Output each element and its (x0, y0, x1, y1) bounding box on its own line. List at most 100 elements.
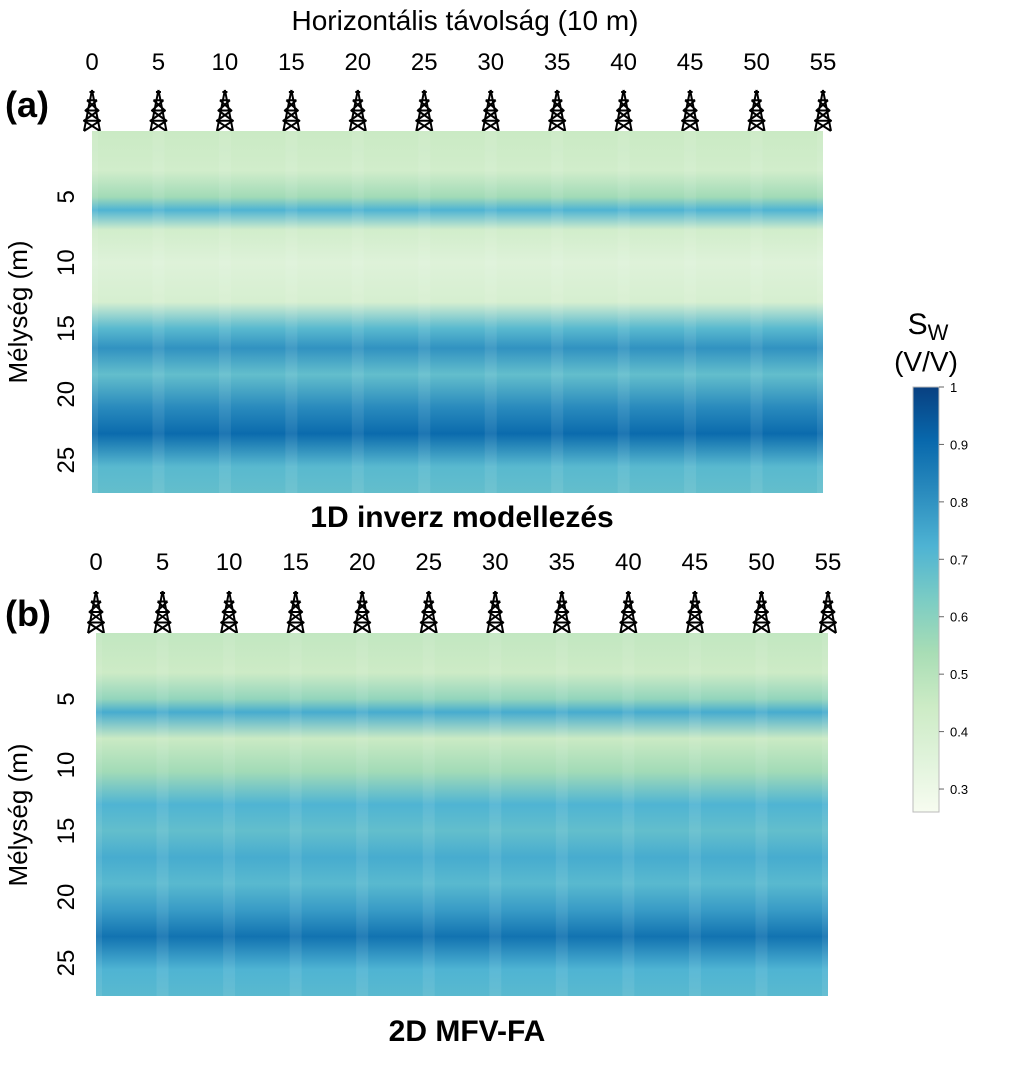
x-tick-label: 5 (156, 549, 169, 576)
oil-derrick-icon (681, 89, 700, 132)
heatmap-a (86, 131, 829, 493)
oil-derrick-icon (415, 89, 434, 132)
x-tick-label: 25 (411, 49, 438, 76)
oil-derrick-icon (481, 89, 500, 132)
x-tick-label: 55 (815, 549, 842, 576)
panel-b: (b) 0 5 10 15 20 25 30 35 40 45 50 55 5 10 15 20 25 Mél… (3, 549, 841, 1048)
colorbar-unit: (V/V) (894, 346, 958, 377)
x-tick-label: 15 (282, 549, 309, 576)
colorbar-tick-label: 1 (950, 380, 957, 395)
y-tick-label: 10 (53, 752, 80, 779)
wells-b (87, 590, 837, 634)
oil-derrick-icon (486, 590, 505, 634)
oil-derrick-icon (548, 89, 567, 132)
well-trace (422, 633, 435, 996)
oil-derrick-icon (83, 89, 101, 132)
x-tick-label: 50 (748, 549, 775, 576)
well-trace (489, 633, 502, 996)
colorbar-tick-label: 0.8 (950, 495, 968, 510)
well-trace (152, 131, 165, 493)
y-tick-label: 5 (53, 190, 80, 203)
well-trace (750, 131, 763, 493)
well-trace (688, 633, 701, 996)
well-trace (356, 633, 369, 996)
heatmap-b (90, 633, 834, 996)
colorbar-title: SW (908, 308, 949, 345)
y-tick-label: 15 (53, 818, 80, 845)
y-ticks-b: 5 10 15 20 25 (53, 692, 80, 976)
x-tick-label: 45 (677, 49, 704, 76)
well-trace (285, 131, 298, 493)
oil-derrick-icon (282, 89, 301, 132)
y-axis-label-b: Mélység (m) (3, 743, 33, 886)
oil-derrick-icon (747, 89, 766, 132)
x-tick-label: 0 (89, 549, 102, 576)
figure-title: Horizontális távolság (10 m) (291, 5, 638, 36)
oil-derrick-icon (149, 89, 168, 132)
x-tick-label: 45 (682, 549, 709, 576)
y-tick-label: 10 (53, 249, 80, 276)
x-tick-label: 30 (482, 549, 509, 576)
well-trace (555, 633, 568, 996)
x-tick-label: 0 (85, 49, 98, 76)
well-trace (90, 633, 102, 996)
panel-a: (a) 0 5 10 15 20 25 30 35 40 45 50 55 5 10 15 20 25 Mél… (3, 49, 836, 534)
well-trace (418, 131, 431, 493)
colorbar: SW (V/V) 1 0.9 0.8 0.7 0.6 0.5 0.4 0.3 (894, 308, 968, 813)
panel-title-a: 1D inverz modellezés (310, 501, 613, 534)
y-tick-label: 20 (53, 884, 80, 911)
well-trace (551, 131, 564, 493)
colorbar-tick-label: 0.3 (950, 782, 968, 797)
well-trace (351, 131, 364, 493)
oil-derrick-icon (685, 590, 704, 634)
colorbar-tick-label: 0.4 (950, 725, 968, 740)
oil-derrick-icon (619, 590, 638, 634)
y-axis-label-a: Mélység (m) (3, 240, 33, 383)
x-tick-label: 10 (212, 49, 239, 76)
x-tick-label: 20 (349, 549, 376, 576)
colorbar-tick-label: 0.9 (950, 437, 968, 452)
panel-label-b: (b) (5, 593, 51, 634)
x-ticks-a: 0 5 10 15 20 25 30 35 40 45 50 55 (85, 49, 836, 76)
oil-derrick-icon (353, 590, 372, 634)
x-tick-label: 30 (477, 49, 504, 76)
colorbar-tick-label: 0.7 (950, 552, 968, 567)
colorbar-gradient (912, 386, 940, 813)
panel-title-b: 2D MFV-FA (389, 1015, 546, 1048)
x-tick-label: 25 (415, 549, 442, 576)
well-trace (156, 633, 169, 996)
colorbar-ticks: 1 0.9 0.8 0.7 0.6 0.5 0.4 0.3 (939, 380, 968, 797)
x-tick-label: 15 (278, 49, 305, 76)
well-trace (484, 131, 497, 493)
x-tick-label: 55 (810, 49, 837, 76)
well-trace (822, 633, 834, 996)
y-tick-label: 5 (53, 692, 80, 705)
x-tick-label: 40 (610, 49, 637, 76)
y-tick-label: 20 (53, 381, 80, 408)
well-trace (684, 131, 697, 493)
well-trace (289, 633, 302, 996)
y-tick-label: 25 (53, 447, 80, 474)
oil-derrick-icon (348, 89, 367, 132)
oil-derrick-icon (286, 590, 305, 634)
oil-derrick-icon (814, 89, 832, 132)
oil-derrick-icon (819, 590, 837, 634)
x-ticks-b: 0 5 10 15 20 25 30 35 40 45 50 55 (89, 549, 841, 576)
heatmap-field (96, 633, 828, 996)
panel-label-a: (a) (5, 84, 49, 125)
oil-derrick-icon (153, 590, 172, 634)
x-tick-label: 20 (344, 49, 371, 76)
x-tick-label: 5 (152, 49, 165, 76)
y-tick-label: 25 (53, 950, 80, 977)
oil-derrick-icon (552, 590, 571, 634)
colorbar-tick-label: 0.6 (950, 610, 968, 625)
x-tick-label: 10 (216, 549, 243, 576)
well-trace (622, 633, 635, 996)
well-trace (817, 131, 829, 493)
oil-derrick-icon (87, 590, 105, 634)
x-tick-label: 50 (743, 49, 770, 76)
oil-derrick-icon (752, 590, 771, 634)
y-tick-label: 15 (53, 315, 80, 342)
well-trace (218, 131, 231, 493)
